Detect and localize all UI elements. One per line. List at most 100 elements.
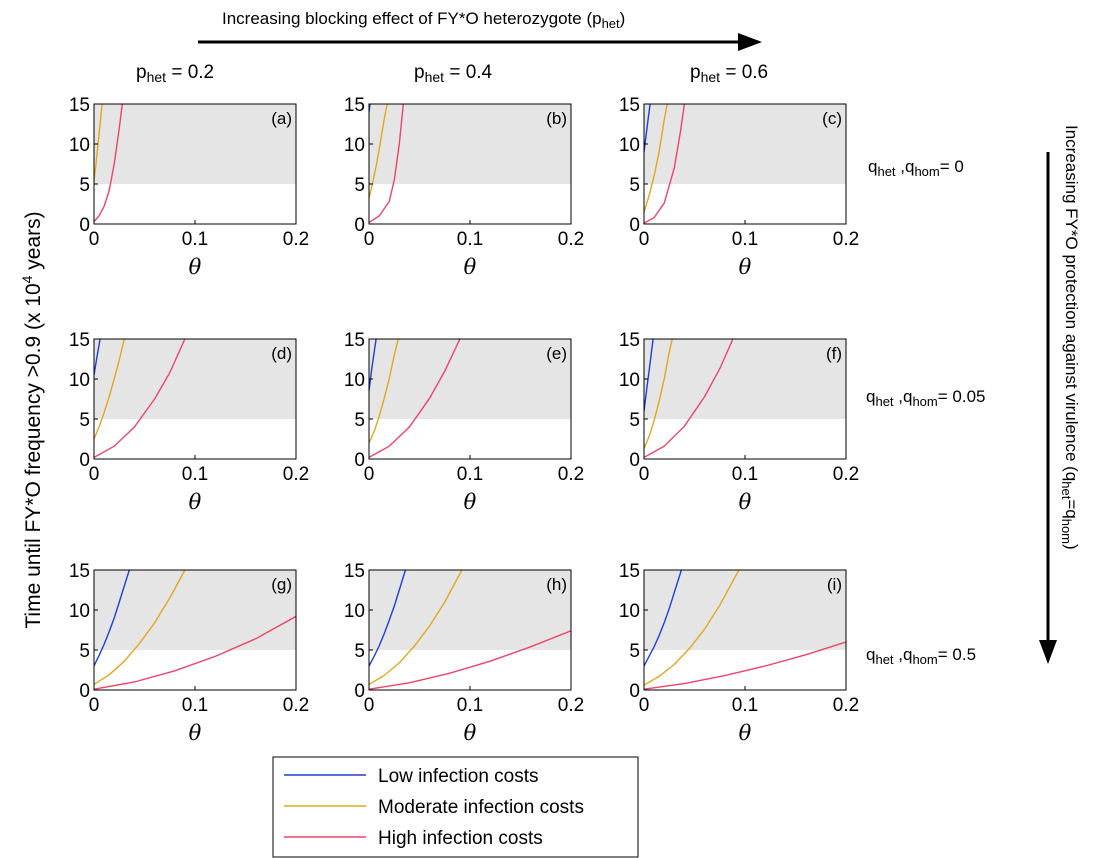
right-arrow: [1039, 152, 1057, 664]
y-tick-label: 5: [629, 175, 640, 196]
x-axis-label: θ: [189, 255, 202, 279]
row-label-2: qhet ,qhom= 0.05: [866, 387, 986, 409]
y-tick-label: 15: [344, 561, 365, 582]
x-tick-label: 0: [89, 464, 100, 485]
x-tick-label: 0: [364, 695, 375, 716]
panel-label: (g): [271, 575, 292, 594]
y-tick-label: 5: [79, 641, 90, 662]
y-tick-label: 5: [629, 641, 640, 662]
y-tick-label: 10: [344, 370, 365, 391]
x-tick-label: 0: [639, 229, 650, 250]
x-tick-label: 0.1: [457, 229, 483, 250]
series-line: [644, 339, 654, 412]
y-tick-label: 0: [354, 450, 365, 471]
y-tick-label: 5: [629, 410, 640, 431]
y-tick-label: 5: [79, 410, 90, 431]
shaded-region: [94, 104, 296, 184]
panel-5: 0 5 10 15 0 0.1 0.2 θ (e): [344, 330, 584, 514]
x-axis-label: θ: [739, 490, 752, 514]
y-tick-label: 0: [354, 681, 365, 702]
y-tick-label: 15: [69, 330, 90, 351]
series-line: [644, 570, 740, 686]
x-tick-label: 0.2: [558, 695, 584, 716]
x-axis-label: θ: [189, 721, 202, 745]
series-line: [369, 339, 377, 392]
series-line: [644, 104, 686, 224]
x-axis-label: θ: [464, 721, 477, 745]
y-tick-label: 0: [629, 215, 640, 236]
row-label-1: qhet ,qhom= 0: [868, 157, 964, 179]
x-tick-label: 0: [639, 695, 650, 716]
x-tick-label: 0.1: [732, 695, 758, 716]
series-line: [94, 570, 130, 667]
panel-8: 0 5 10 15 0 0.1 0.2 θ (h): [344, 561, 584, 745]
shaded-region: [369, 339, 571, 419]
y-tick-label: 15: [69, 561, 90, 582]
y-tick-label: 5: [354, 410, 365, 431]
shaded-region: [644, 570, 846, 650]
shaded-region: [644, 339, 846, 419]
series-line: [644, 339, 673, 449]
y-tick-label: 15: [619, 95, 640, 116]
panel-6: 0 5 10 15 0 0.1 0.2 θ (f): [619, 330, 859, 514]
series-line: [369, 104, 404, 223]
y-tick-label: 15: [344, 330, 365, 351]
x-tick-label: 0.2: [833, 464, 859, 485]
x-tick-label: 0: [364, 464, 375, 485]
x-tick-label: 0.1: [182, 695, 208, 716]
shaded-region: [94, 339, 296, 419]
x-axis-label: θ: [739, 721, 752, 745]
panel-label: (e): [546, 344, 567, 363]
series-line: [369, 570, 463, 686]
panel-label: (d): [271, 344, 292, 363]
panel-3: 0 5 10 15 0 0.1 0.2 θ (c): [619, 95, 859, 279]
right-arrow-label: Increasing FY*O protection against virul…: [1059, 125, 1081, 550]
panel-2: 0 5 10 15 0 0.1 0.2 θ (b): [344, 95, 584, 279]
column-label-1: phet = 0.2: [136, 62, 214, 85]
panels-group: 0 5 10 15 0 0.1 0.2 θ (a) 0 5 10 15 0 0.1 0.2 θ (b) 0 5 10 15…: [69, 95, 859, 745]
column-label-2: phet = 0.4: [414, 62, 493, 85]
series-line: [94, 615, 296, 690]
y-tick-label: 15: [619, 330, 640, 351]
shaded-region: [644, 104, 846, 184]
panel-label: (a): [271, 109, 292, 128]
legend-label-moderate: Moderate infection costs: [378, 797, 584, 818]
x-tick-label: 0: [89, 229, 100, 250]
y-tick-label: 15: [619, 561, 640, 582]
panel-9: 0 5 10 15 0 0.1 0.2 θ (i): [619, 561, 859, 745]
x-tick-label: 0.1: [457, 695, 483, 716]
series-line: [369, 339, 399, 444]
x-tick-label: 0.1: [182, 229, 208, 250]
x-tick-label: 0.2: [833, 695, 859, 716]
panel-label: (h): [546, 575, 567, 594]
x-tick-label: 0.2: [833, 229, 859, 250]
panel-label: (c): [822, 109, 842, 128]
y-tick-label: 0: [79, 681, 90, 702]
series-line: [644, 339, 734, 459]
y-tick-label: 5: [354, 641, 365, 662]
column-label-3: phet = 0.6: [690, 62, 768, 85]
series-line: [94, 339, 125, 440]
legend: Low infection costs Moderate infection c…: [272, 756, 639, 858]
y-axis-label: Time until FY*O frequency >0.9 (x 104 ye…: [19, 211, 45, 628]
series-line: [369, 339, 461, 459]
panel-label: (f): [826, 344, 842, 363]
x-axis-label: θ: [189, 490, 202, 514]
y-tick-label: 10: [619, 370, 640, 391]
y-tick-label: 10: [344, 601, 365, 622]
legend-label-high: High infection costs: [378, 828, 543, 849]
series-line: [644, 104, 668, 213]
y-tick-label: 10: [344, 135, 365, 156]
series-line: [94, 104, 123, 223]
series-line: [369, 104, 388, 199]
series-line: [94, 339, 186, 459]
y-tick-label: 10: [69, 601, 90, 622]
series-line: [94, 339, 101, 376]
top-arrow-label: Increasing blocking effect of FY*O heter…: [222, 9, 625, 31]
panel-label: (i): [827, 575, 842, 594]
y-tick-label: 10: [69, 370, 90, 391]
y-tick-label: 10: [619, 135, 640, 156]
x-tick-label: 0.1: [182, 464, 208, 485]
x-tick-label: 0: [639, 464, 650, 485]
